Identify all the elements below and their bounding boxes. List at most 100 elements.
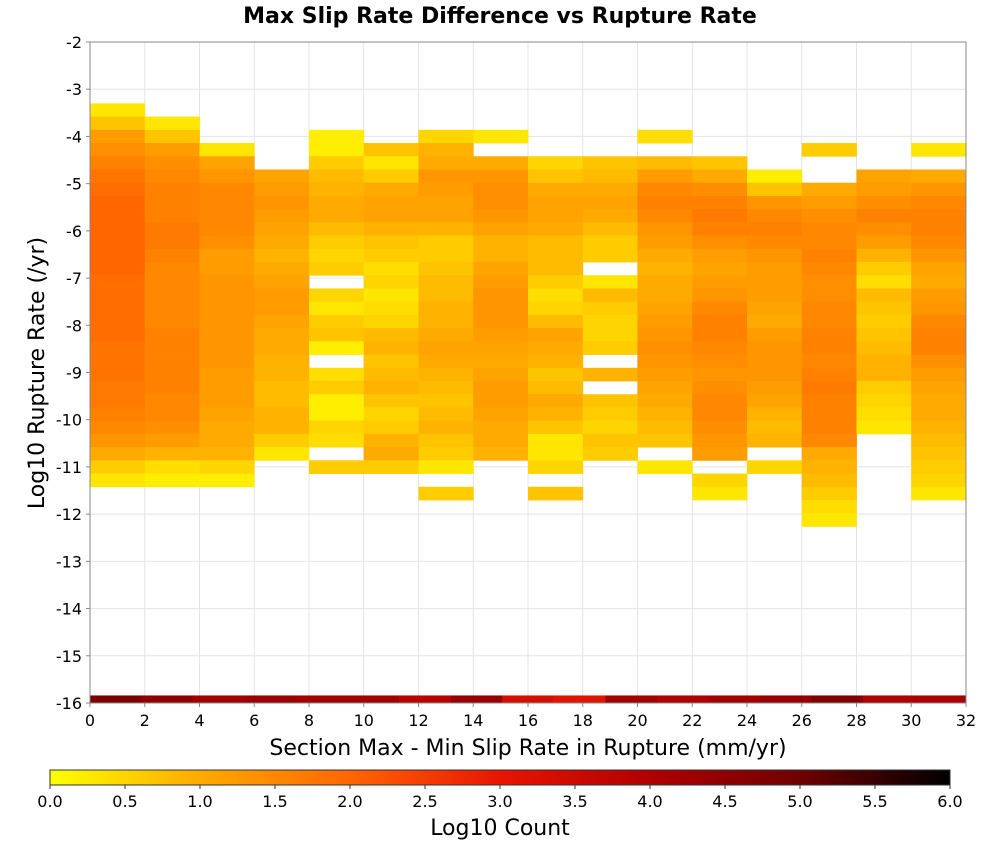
heatmap-cell bbox=[309, 341, 365, 355]
marginal-cell bbox=[502, 695, 555, 703]
heatmap-cell bbox=[418, 275, 474, 289]
colorbar bbox=[49, 769, 951, 786]
heatmap-cell bbox=[692, 486, 748, 501]
heatmap-cell bbox=[747, 314, 803, 329]
heatmap-cell bbox=[747, 235, 803, 250]
heatmap-cell bbox=[637, 156, 693, 170]
y-tick-label: -8 bbox=[66, 316, 82, 335]
heatmap-cell bbox=[418, 222, 474, 236]
marginal-cell bbox=[656, 695, 709, 703]
heatmap-cell bbox=[911, 235, 967, 250]
heatmap-cell bbox=[309, 433, 365, 448]
heatmap-cell bbox=[418, 262, 474, 276]
marginal-cell bbox=[347, 695, 400, 703]
colorbar-tick-label: 3.5 bbox=[562, 792, 587, 811]
heatmap-cell bbox=[254, 367, 310, 382]
x-tick-label: 20 bbox=[627, 711, 647, 730]
heatmap-cell bbox=[637, 314, 693, 329]
heatmap-cell bbox=[90, 354, 146, 369]
colorbar-tick-label: 1.5 bbox=[262, 792, 287, 811]
heatmap-cell bbox=[692, 275, 748, 289]
heatmap-cell bbox=[528, 447, 584, 461]
heatmap-cell bbox=[692, 195, 748, 210]
heatmap-cell bbox=[473, 156, 529, 170]
heatmap-cell bbox=[418, 235, 474, 250]
heatmap-cell bbox=[363, 182, 419, 197]
x-tick-label: 30 bbox=[901, 711, 921, 730]
heatmap-cell bbox=[363, 169, 419, 184]
heatmap-cell bbox=[309, 143, 365, 157]
heatmap-cell bbox=[911, 341, 967, 355]
y-tick-label: -10 bbox=[56, 411, 82, 430]
x-tick-label: 4 bbox=[194, 711, 204, 730]
heatmap-cell bbox=[473, 341, 529, 355]
heatmap-cell bbox=[692, 169, 748, 184]
colorbar-tick-label: 4.5 bbox=[712, 792, 737, 811]
x-tick-label: 16 bbox=[518, 711, 538, 730]
heatmap-cell bbox=[473, 195, 529, 210]
y-tick-label: -7 bbox=[66, 269, 82, 288]
heatmap-cell bbox=[309, 460, 365, 474]
marginal-cell bbox=[450, 695, 503, 703]
heatmap-cell bbox=[582, 367, 638, 382]
heatmap-cell bbox=[418, 248, 474, 263]
heatmap-cell bbox=[90, 156, 146, 170]
heatmap-cell bbox=[199, 328, 255, 342]
heatmap-cell bbox=[309, 288, 365, 303]
heatmap-cell bbox=[418, 354, 474, 369]
heatmap-cell bbox=[90, 314, 146, 329]
heatmap-cell bbox=[309, 209, 365, 223]
heatmap-cell bbox=[528, 209, 584, 223]
heatmap-cell bbox=[199, 433, 255, 448]
heatmap-cell bbox=[637, 182, 693, 197]
heatmap-cell bbox=[473, 235, 529, 250]
heatmap-cell bbox=[582, 275, 638, 289]
heatmap-cell bbox=[90, 380, 146, 395]
chart-title: Max Slip Rate Difference vs Rupture Rate bbox=[243, 4, 757, 29]
heatmap-cell bbox=[473, 222, 529, 236]
heatmap-cell bbox=[747, 222, 803, 236]
heatmap-cell bbox=[801, 248, 857, 263]
y-tick-label: -3 bbox=[66, 80, 82, 99]
heatmap-cell bbox=[90, 367, 146, 382]
heatmap-cell bbox=[363, 314, 419, 329]
heatmap-cell bbox=[747, 367, 803, 382]
heatmap-cell bbox=[582, 222, 638, 236]
heatmap-cell bbox=[801, 460, 857, 474]
heatmap-cell bbox=[692, 288, 748, 303]
marginal-cell bbox=[811, 695, 864, 703]
heatmap-cell bbox=[363, 447, 419, 461]
marginal-cell bbox=[553, 695, 606, 703]
y-tick-label: -9 bbox=[66, 364, 82, 383]
colorbar-tick-label: 6.0 bbox=[937, 792, 962, 811]
heatmap-cell bbox=[582, 169, 638, 184]
heatmap-cell bbox=[692, 420, 748, 435]
heatmap-cell bbox=[473, 262, 529, 276]
heatmap-cell bbox=[254, 262, 310, 276]
heatmap-cell bbox=[309, 169, 365, 184]
heatmap-cell bbox=[582, 288, 638, 303]
heatmap-cell bbox=[418, 407, 474, 422]
heatmap-cell bbox=[473, 182, 529, 197]
heatmap-cell bbox=[582, 314, 638, 329]
heatmap-cell bbox=[90, 407, 146, 422]
heatmap-cell bbox=[90, 103, 146, 117]
y-tick-label: -4 bbox=[66, 127, 82, 146]
heatmap-cell bbox=[911, 262, 967, 276]
heatmap-cell bbox=[90, 328, 146, 342]
heatmap-cell bbox=[528, 341, 584, 355]
heatmap-cell bbox=[418, 394, 474, 408]
heatmap-cell bbox=[528, 314, 584, 329]
heatmap-cell bbox=[747, 328, 803, 342]
heatmap-cell bbox=[363, 275, 419, 289]
heatmap-cell bbox=[801, 420, 857, 435]
heatmap-cell bbox=[856, 380, 912, 395]
colorbar-tick-label: 2.5 bbox=[412, 792, 437, 811]
heatmap-cell bbox=[90, 182, 146, 197]
y-tick-label: -5 bbox=[66, 175, 82, 194]
heatmap-cell bbox=[199, 288, 255, 303]
x-tick-label: 6 bbox=[249, 711, 259, 730]
heatmap-cell bbox=[199, 235, 255, 250]
y-axis-label: Log10 Rupture Rate (/yr) bbox=[25, 237, 50, 509]
